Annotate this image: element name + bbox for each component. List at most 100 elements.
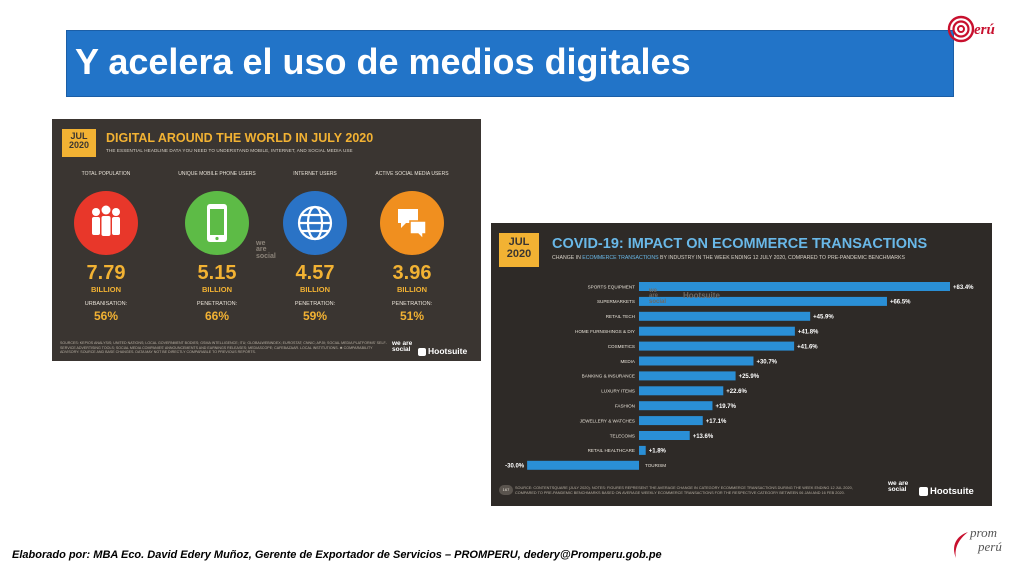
badge-year: 2020: [68, 140, 90, 151]
bar-home-furnishings-diy: [639, 326, 795, 336]
value-label: +17.1%: [706, 419, 727, 425]
stat-sub-label: PENETRATION:: [391, 301, 433, 307]
stat-value: 5.15: [197, 262, 237, 284]
chat-bubbles-icon: [380, 191, 444, 255]
bar-cosmetics: [639, 341, 795, 351]
bar-supermarkets: [639, 296, 887, 306]
stat-unit: BILLION: [202, 285, 232, 294]
value-label: +1.8%: [649, 449, 667, 455]
value-label: +41.6%: [797, 344, 818, 350]
bar-telecoms: [639, 431, 690, 440]
page-number: 167: [499, 485, 513, 495]
category-label: SUPERMARKETS: [597, 299, 635, 304]
category-label: BANKING & INSURANCE: [582, 374, 635, 379]
chart-title: COVID-19: IMPACT ON ECOMMERCE TRANSACTIO…: [552, 236, 928, 252]
category-label: TOURISM: [645, 463, 666, 468]
chart-source: SOURCE: CONTENTSQUARE (JULY 2020). NOTES…: [515, 486, 853, 495]
slide-footer-credit: Elaborado por: MBA Eco. David Edery Muño…: [12, 549, 662, 561]
stat-social-media-users: ACTIVE SOCIAL MEDIA USERS 3.96 BILLION P…: [373, 171, 451, 323]
bar-banking-insurance: [639, 371, 736, 381]
category-label: RETAIL HEALTHCARE: [588, 448, 635, 453]
brand-hootsuite-label: Hootsuite: [930, 486, 974, 497]
date-badge: JUL 2020: [62, 129, 96, 157]
promperu-logo-line2: perú: [978, 539, 1002, 554]
people-icon: [74, 191, 138, 255]
stat-internet-users: INTERNET USERS 4.57 BILLION PENETRATION:…: [276, 171, 354, 323]
slide-title: Y acelera el uso de medios digitales: [75, 41, 691, 82]
chart-watermark-hootsuite: Hootsuite: [683, 291, 720, 300]
value-label: +25.9%: [739, 374, 760, 380]
category-label: LUXURY ITEMS: [601, 389, 635, 394]
bar-tourism: [527, 460, 639, 470]
badge-month: JUL: [508, 236, 530, 248]
stat-total-population: TOTAL POPULATION 7.79 BILLION URBANISATI…: [67, 171, 145, 323]
infographic-subtitle: THE ESSENTIAL HEADLINE DATA YOU NEED TO …: [106, 148, 353, 153]
peru-logo-text: erú: [974, 22, 995, 38]
stat-sub-label: PENETRATION:: [294, 301, 336, 307]
peru-spiral-icon: [947, 15, 975, 43]
bar-fashion: [639, 401, 713, 411]
category-label: TELECOMS: [610, 433, 635, 438]
category-label: HOME FURNISHINGS & DIY: [575, 329, 635, 334]
digital-around-world-infographic: JUL 2020 DIGITAL AROUND THE WORLD IN JUL…: [52, 119, 481, 361]
promperu-swoosh-icon: [954, 532, 968, 558]
stat-value: 4.57: [295, 262, 335, 284]
stat-value: 3.96: [392, 262, 432, 284]
infographic-source: SOURCES: KEPIOS ANALYSIS; UNITED NATIONS…: [60, 341, 387, 355]
value-label: +19.7%: [715, 404, 736, 410]
brand-hootsuite-label: Hootsuite: [428, 346, 468, 356]
badge-year: 2020: [506, 247, 532, 260]
category-label: JEWELLERY & WATCHES: [580, 418, 635, 423]
infographic-title: DIGITAL AROUND THE WORLD IN JULY 2020: [106, 131, 374, 145]
globe-icon: [283, 191, 347, 255]
stat-sub-label: URBANISATION:: [84, 301, 128, 307]
bar-jewellery-watches: [639, 416, 703, 426]
subtitle-pre: CHANGE IN: [552, 255, 583, 261]
brand-hootsuite: Hootsuite: [418, 346, 467, 356]
peru-brand-logo: erú: [946, 8, 1016, 54]
date-badge: JUL 2020: [499, 233, 539, 267]
stat-sub-value: 51%: [399, 309, 425, 323]
category-label: SPORTS EQUIPMENT: [588, 284, 636, 289]
category-label: MEDIA: [620, 359, 635, 364]
mobile-phone-icon: [185, 191, 249, 255]
stat-label: ACTIVE SOCIAL MEDIA USERS: [375, 171, 449, 177]
value-label: +41.8%: [798, 330, 819, 336]
value-label: +22.6%: [726, 389, 747, 395]
value-label: +45.9%: [813, 315, 834, 321]
stat-mobile-users: UNIQUE MOBILE PHONE USERS 5.15 BILLION P…: [178, 171, 256, 323]
brand-we-are-social: we are social: [888, 480, 909, 493]
stat-unit: BILLION: [397, 285, 427, 294]
stat-label: TOTAL POPULATION: [81, 171, 131, 177]
bar-retail-healthcare: [639, 445, 646, 455]
stat-sub-value: 56%: [93, 309, 119, 323]
subtitle-post: BY INDUSTRY IN THE WEEK ENDING 12 JULY 2…: [658, 255, 905, 261]
chart-subtitle: CHANGE IN ECOMMERCE TRANSACTIONS BY INDU…: [552, 255, 905, 261]
ecommerce-impact-chart-panel: JUL 2020 COVID-19: IMPACT ON ECOMMERCE T…: [491, 223, 992, 506]
brand-hootsuite: Hootsuite: [919, 486, 974, 497]
bar-retail-tech: [639, 311, 811, 321]
value-label: +66.5%: [890, 300, 911, 306]
stat-unit: BILLION: [300, 285, 330, 294]
bar-media: [639, 356, 754, 366]
subtitle-highlight: ECOMMERCE TRANSACTIONS: [582, 255, 659, 261]
stat-unit: BILLION: [91, 285, 121, 294]
stat-sub-label: PENETRATION:: [196, 301, 238, 307]
bar-luxury-items: [639, 386, 724, 396]
brand-we-are-social: we are social: [392, 340, 413, 353]
hootsuite-owl-icon: [418, 347, 426, 356]
category-label: COSMETICS: [608, 344, 635, 349]
stat-value: 7.79: [86, 262, 126, 284]
value-label: +83.4%: [953, 285, 974, 291]
stat-sub-value: 59%: [302, 309, 328, 323]
ecommerce-bar-chart: SPORTS EQUIPMENT +83.4% SUPERMARKETS +66.5%…: [505, 282, 974, 470]
promperu-logo: prom perú: [948, 524, 1020, 568]
value-label: +30.7%: [756, 359, 777, 365]
watermark-we-are-social: we are social: [256, 240, 276, 260]
bar-sports-equipment: [639, 282, 950, 291]
value-label: -30.0%: [505, 464, 525, 470]
stat-sub-value: 66%: [204, 309, 230, 323]
badge-month: JUL: [70, 131, 88, 141]
stat-label: INTERNET USERS: [293, 171, 337, 177]
